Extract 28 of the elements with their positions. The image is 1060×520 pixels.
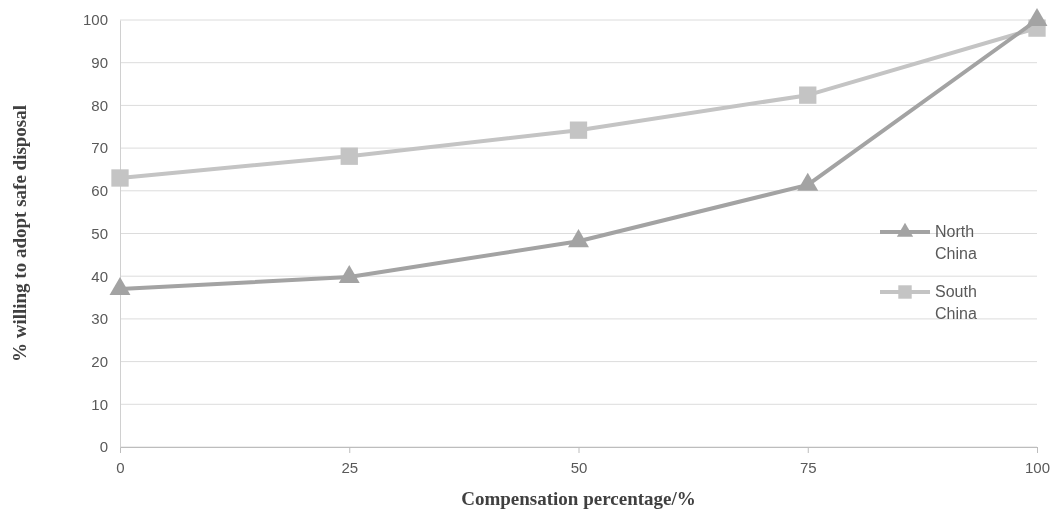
y-tick-label: 80 [91, 96, 108, 114]
legend-label: North China [935, 223, 977, 262]
x-tick-label: 75 [799, 458, 817, 476]
x-tick-label: 25 [341, 458, 359, 476]
y-tick-label: 100 [82, 11, 108, 29]
point [109, 276, 131, 296]
x-axis-title: Compensation percentage/% [461, 488, 696, 509]
y-axis-title: % willing to adopt safe disposal [9, 104, 30, 363]
y-tick-label: 10 [91, 395, 108, 413]
point [340, 147, 358, 165]
x-tick-label: 50 [570, 458, 588, 476]
point [338, 264, 360, 284]
point [111, 169, 129, 187]
y-tick-label: 60 [91, 182, 108, 200]
x-tick-label: 100 [1024, 458, 1051, 476]
point [569, 121, 588, 139]
y-tick-label: 20 [91, 352, 108, 370]
y-tick-label: 40 [91, 267, 108, 285]
y-tick-label: 50 [91, 224, 108, 242]
y-tick-label: 30 [91, 310, 108, 328]
point [797, 172, 819, 191]
y-tick-label: 90 [91, 54, 108, 71]
point [799, 86, 817, 104]
y-tick-label: 70 [91, 139, 108, 157]
point [568, 229, 589, 248]
legend-label: South China [935, 283, 977, 322]
x-tick-label: 0 [116, 458, 125, 476]
y-tick-label: 0 [99, 438, 108, 456]
